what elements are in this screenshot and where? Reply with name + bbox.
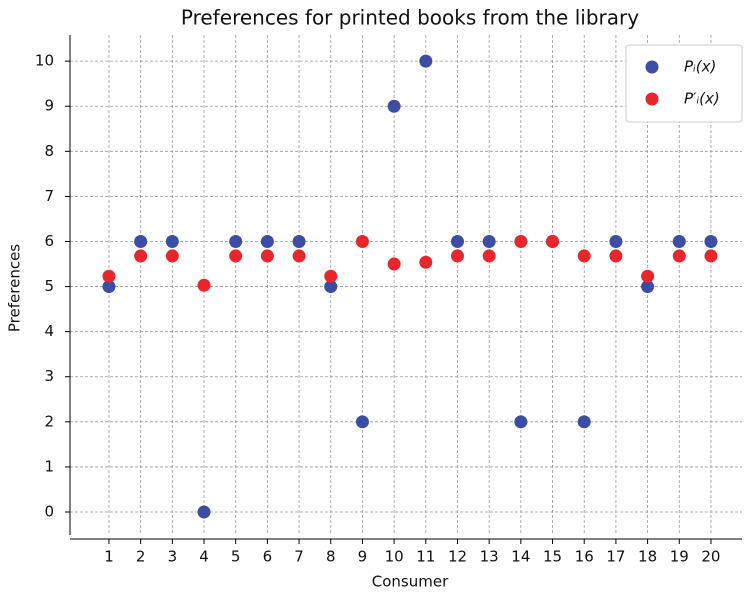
y-tick-label: 2 [44,412,54,430]
y-axis-label: Preferences [6,244,24,332]
point [355,234,369,248]
x-tick-label: 3 [168,548,178,566]
point [419,255,433,269]
point [482,249,496,263]
point [641,269,655,283]
point [641,280,655,294]
point [450,234,464,248]
x-tick-label: 6 [263,548,273,566]
x-tick-label: 14 [511,548,530,566]
point [704,249,718,263]
point [355,415,369,429]
x-tick-label: 20 [701,548,720,566]
point [514,234,528,248]
x-tick-label: 16 [575,548,594,566]
point [419,54,433,68]
point [672,234,686,248]
y-tick-label: 10 [35,52,54,70]
point [165,234,179,248]
x-tick-label: 15 [543,548,562,566]
legend-label: P′ᵢ(x) [684,90,720,108]
point [450,249,464,263]
x-tick-label: 1 [104,548,114,566]
point [102,269,116,283]
x-tick-label: 12 [448,548,467,566]
x-tick-label: 13 [480,548,499,566]
point [577,415,591,429]
x-tick-label: 17 [606,548,625,566]
point [292,249,306,263]
point [387,99,401,113]
point [134,234,148,248]
point [292,234,306,248]
point [102,280,116,294]
x-tick-label: 19 [670,548,689,566]
point [546,234,560,248]
point [577,249,591,263]
x-tick-label: 8 [326,548,336,566]
point [134,249,148,263]
point [260,249,274,263]
y-tick-label: 3 [44,367,54,385]
point [197,505,211,519]
legend-marker [645,92,659,106]
point [672,249,686,263]
point [482,234,496,248]
point [197,278,211,292]
y-tick-label: 4 [44,322,54,340]
point [324,280,338,294]
x-tick-label: 2 [136,548,146,566]
y-tick-label: 8 [44,142,54,160]
point [609,249,623,263]
y-tick-label: 9 [44,97,54,115]
chart-title: Preferences for printed books from the l… [181,6,639,30]
legend-marker [645,60,659,74]
legend-label: Pᵢ(x) [684,58,716,76]
x-tick-label: 18 [638,548,657,566]
y-tick-label: 0 [44,503,54,521]
x-tick-label: 5 [231,548,241,566]
y-tick-label: 6 [44,232,54,250]
point [229,249,243,263]
point [260,234,274,248]
x-tick-label: 11 [416,548,435,566]
y-tick-label: 7 [44,187,54,205]
point [609,234,623,248]
point [387,257,401,271]
point [229,234,243,248]
point [165,249,179,263]
x-axis-label: Consumer [372,573,449,591]
y-tick-label: 5 [44,277,54,295]
x-tick-label: 7 [294,548,304,566]
x-tick-label: 9 [358,548,368,566]
y-tick-label: 1 [44,457,54,475]
x-tick-label: 10 [385,548,404,566]
point [704,234,718,248]
x-tick-label: 4 [199,548,209,566]
point [514,415,528,429]
point [324,269,338,283]
